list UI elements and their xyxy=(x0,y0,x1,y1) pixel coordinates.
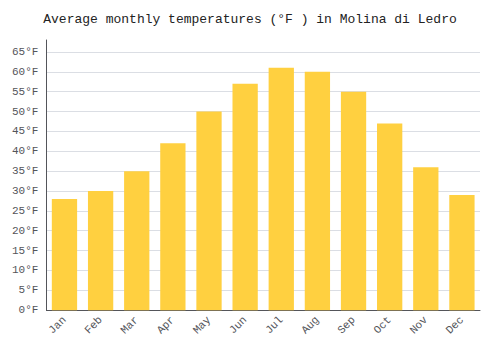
svg-text:Apr: Apr xyxy=(155,314,177,336)
svg-text:Jul: Jul xyxy=(263,314,285,336)
svg-text:50°F: 50°F xyxy=(12,106,38,118)
svg-text:5°F: 5°F xyxy=(19,284,39,296)
svg-text:65°F: 65°F xyxy=(12,46,38,58)
svg-text:Aug: Aug xyxy=(299,314,321,336)
svg-text:10°F: 10°F xyxy=(12,264,38,276)
svg-text:20°F: 20°F xyxy=(12,225,38,237)
svg-text:Mar: Mar xyxy=(119,314,141,336)
svg-text:60°F: 60°F xyxy=(12,66,38,78)
svg-text:Nov: Nov xyxy=(408,314,431,337)
svg-text:30°F: 30°F xyxy=(12,185,38,197)
svg-text:55°F: 55°F xyxy=(12,86,38,98)
svg-text:Jun: Jun xyxy=(227,314,249,336)
svg-text:45°F: 45°F xyxy=(12,125,38,137)
svg-text:Sep: Sep xyxy=(335,314,357,336)
svg-text:Average monthly temperatures (: Average monthly temperatures (°F ) in Mo… xyxy=(43,12,456,27)
svg-text:Jan: Jan xyxy=(46,314,68,336)
svg-text:40°F: 40°F xyxy=(12,145,38,157)
svg-text:May: May xyxy=(191,314,214,337)
svg-text:Oct: Oct xyxy=(371,314,393,336)
svg-text:Feb: Feb xyxy=(82,314,104,336)
svg-text:35°F: 35°F xyxy=(12,165,38,177)
svg-text:0°F: 0°F xyxy=(19,304,39,316)
svg-text:25°F: 25°F xyxy=(12,205,38,217)
svg-text:Dec: Dec xyxy=(444,314,466,336)
svg-text:15°F: 15°F xyxy=(12,245,38,257)
